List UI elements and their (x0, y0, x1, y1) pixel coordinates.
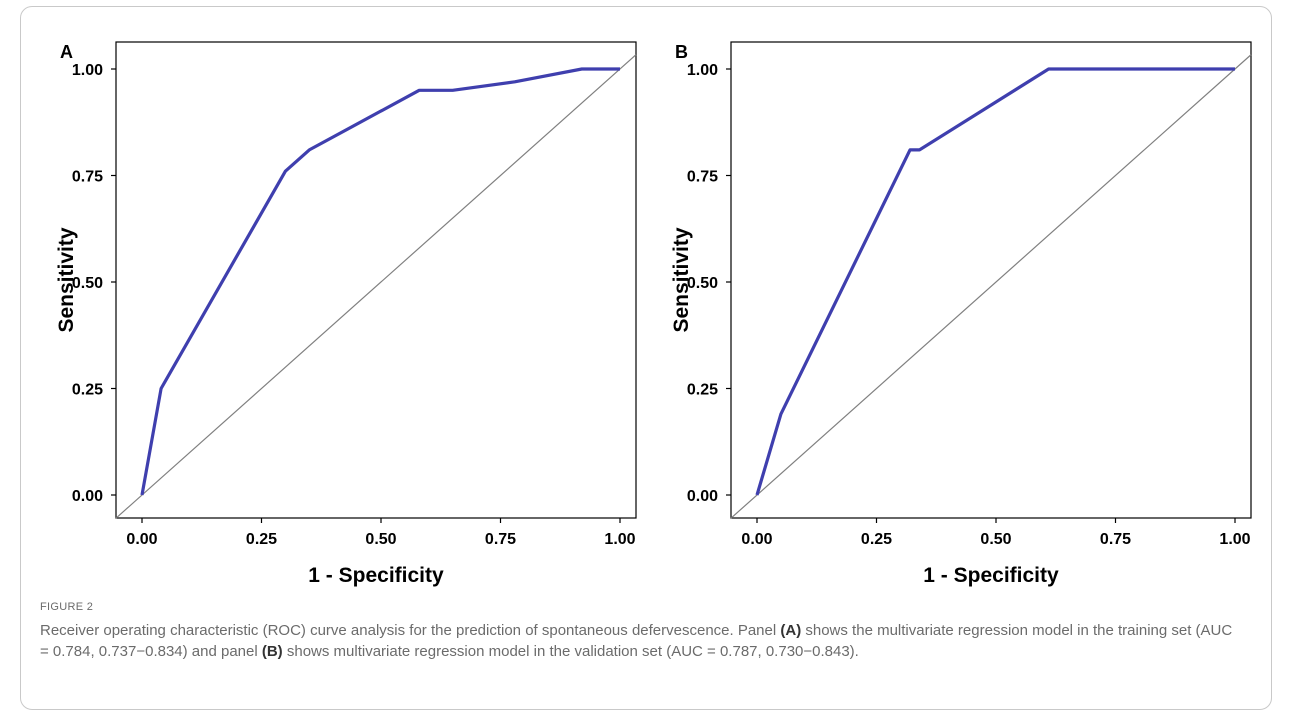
caption-ref-a[interactable]: (A) (780, 622, 802, 639)
x-axis-label-a: 1 - Specificity (308, 564, 444, 587)
x-tick-label-a: 0.50 (365, 531, 396, 548)
roc-panel-b: B 0.00 0.00 0.25 0.25 0.50 0.50 0.75 0.75 1.00 1.0… (655, 30, 1265, 590)
x-axis-label-b: 1 - Specificity (923, 564, 1059, 587)
y-tick-label-a: 0.00 (72, 488, 103, 505)
figure-label: FIGURE 2 (40, 601, 94, 613)
y-tick-label-a: 1.00 (72, 62, 103, 79)
y-axis-label-b: Sensitivity (670, 227, 693, 332)
figure-frame (20, 6, 1272, 710)
panel-letter-b: B (675, 42, 688, 62)
roc-chart-b: B 0.00 0.00 0.25 0.25 0.50 0.50 0.75 0.75 1.00 1.0… (670, 41, 1252, 587)
reference-diagonal-a (115, 54, 637, 519)
roc-panel-a: A 0.00 0.00 0.25 0.25 0.50 0.50 0.75 0.75 1.00 1.0… (40, 30, 650, 590)
x-tick-label-a: 0.25 (246, 531, 277, 548)
x-tick-label-b: 0.25 (861, 531, 892, 548)
x-tick-label-b: 0.50 (980, 531, 1011, 548)
x-tick-label-a: 0.75 (485, 531, 516, 548)
y-tick-label-b: 0.00 (687, 488, 718, 505)
y-tick-label-a: 0.25 (72, 382, 103, 399)
x-tick-label-b: 1.00 (1219, 531, 1250, 548)
panel-letter-a: A (60, 42, 73, 62)
y-tick-label-a: 0.75 (72, 169, 103, 186)
caption-ref-b[interactable]: (B) (261, 643, 283, 660)
x-tick-label-b: 0.75 (1100, 531, 1131, 548)
caption-text-3: shows multivariate regression model in t… (282, 643, 859, 660)
roc-curve-b (755, 67, 1235, 496)
y-axis-label-a: Sensitivity (55, 227, 78, 332)
y-tick-label-b: 0.50 (687, 275, 718, 292)
caption-text-1: Receiver operating characteristic (ROC) … (40, 622, 781, 639)
y-tick-label-b: 0.75 (687, 169, 718, 186)
plot-area-border-b (730, 41, 1252, 519)
plot-area-border-a (115, 41, 637, 519)
y-tick-label-b: 1.00 (687, 62, 718, 79)
y-tick-label-b: 0.25 (687, 382, 718, 399)
x-tick-label-b: 0.00 (741, 531, 772, 548)
figure-caption: Receiver operating characteristic (ROC) … (40, 620, 1240, 662)
roc-curve-a (140, 67, 620, 496)
caption-text-2: shows the multivariate regression model … (40, 622, 1233, 660)
x-tick-label-a: 0.00 (126, 531, 157, 548)
x-tick-label-a: 1.00 (604, 531, 635, 548)
roc-chart-a: A 0.00 0.00 0.25 0.25 0.50 0.50 0.75 0.75 1.00 1.0… (55, 41, 637, 587)
reference-diagonal-b (730, 54, 1252, 519)
y-tick-label-a: 0.50 (72, 275, 103, 292)
